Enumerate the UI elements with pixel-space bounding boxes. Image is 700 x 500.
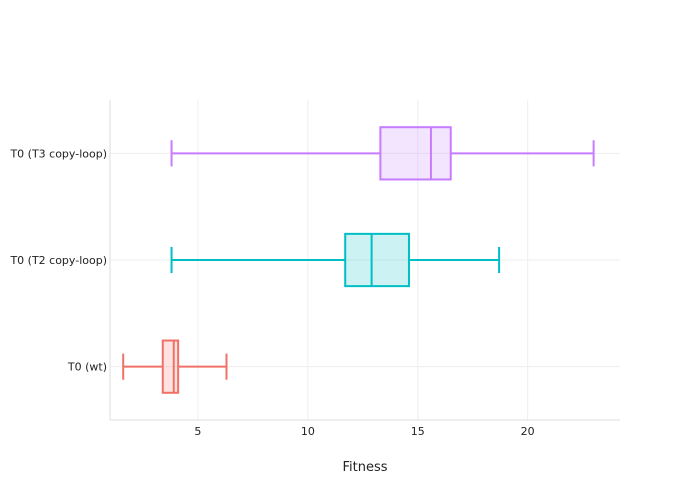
axes	[109, 100, 620, 421]
box-trace	[170, 232, 501, 288]
box-trace	[122, 339, 228, 394]
interquartile-box	[161, 339, 180, 394]
y-tick-label: T0 (T2 copy-loop)	[9, 254, 107, 267]
y-tick-label: T0 (T3 copy-loop)	[9, 147, 107, 160]
box-trace	[170, 126, 595, 181]
y-tick-label: T0 (wt)	[67, 361, 107, 374]
x-tick-label: 15	[411, 425, 425, 438]
x-tick-label: 20	[521, 425, 535, 438]
tick-labels: 5 10 15 20 T0 (wt) T0 (T2 copy-loop) T0 (T3 co…	[9, 147, 534, 438]
x-tick-label: 5	[194, 425, 201, 438]
x-tick-label: 10	[301, 425, 315, 438]
box-series	[122, 126, 595, 394]
interquartile-box	[344, 232, 410, 288]
interquartile-box	[379, 126, 452, 181]
x-axis-title: Fitness	[342, 460, 387, 475]
